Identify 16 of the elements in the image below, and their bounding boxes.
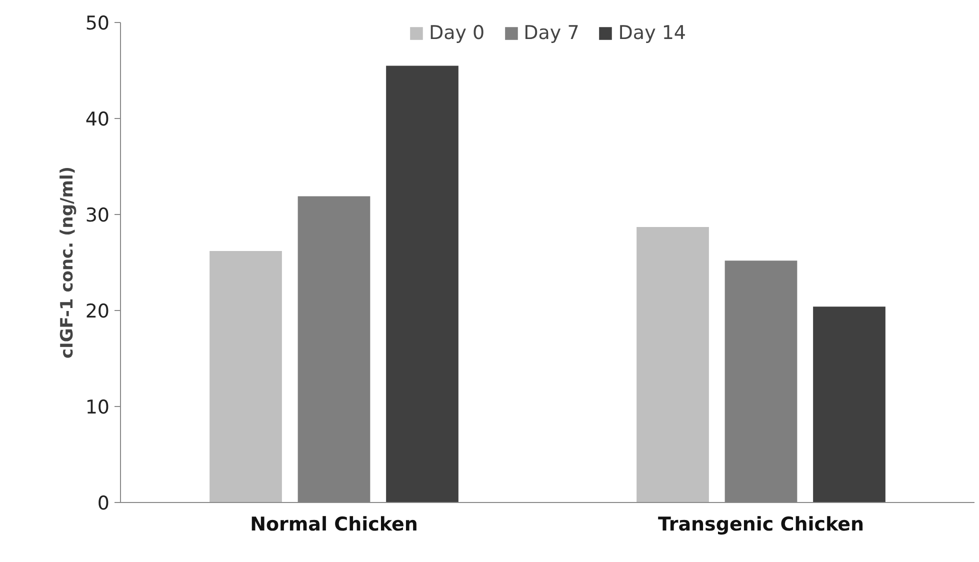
y-tick-label: 30 (85, 204, 110, 226)
bar (386, 66, 458, 502)
y-tick-label: 10 (85, 396, 110, 418)
legend-label: Day 7 (524, 22, 580, 44)
y-tick-label: 40 (85, 108, 110, 130)
y-tick-label: 50 (85, 12, 110, 34)
legend-label: Day 0 (428, 22, 485, 44)
x-tick-label: Normal Chicken (250, 514, 418, 536)
y-tick-label: 0 (97, 492, 110, 514)
y-axis-title: cIGF-1 conc. (ng/ml) (57, 166, 78, 359)
bar (210, 250, 282, 502)
y-tick-label: 20 (85, 300, 110, 322)
bar (813, 306, 886, 502)
bar (636, 226, 709, 502)
legend-label: Day 14 (618, 22, 686, 44)
x-tick-label: Transgenic Chicken (658, 514, 864, 536)
